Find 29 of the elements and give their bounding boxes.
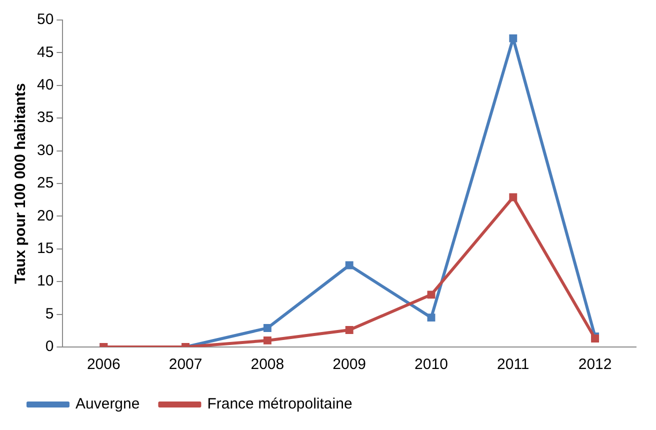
point [509, 193, 518, 202]
y-tick-label: 45 [36, 44, 54, 61]
y-tick-label: 0 [45, 338, 54, 356]
x-tick-label: 2012 [578, 356, 612, 374]
x-tick-label: 2008 [250, 356, 284, 374]
y-tick-label: 25 [36, 174, 54, 192]
y-tick-label: 20 [36, 207, 54, 224]
y-tick-label: 10 [36, 272, 54, 290]
point [263, 336, 272, 344]
point [345, 326, 354, 334]
point [345, 261, 354, 270]
y-tick-label: 15 [36, 240, 54, 258]
y-tick-label: 35 [36, 109, 54, 126]
point [263, 324, 272, 332]
x-tick-label: 2007 [168, 356, 202, 374]
y-tick-label: 5 [45, 305, 54, 322]
point [509, 34, 518, 42]
y-tick-label: 50 [36, 11, 54, 28]
x-tick-label: 2011 [497, 356, 530, 374]
legend-label: France métropolitaine [207, 396, 352, 413]
point [427, 314, 436, 322]
x-tick-label: 2006 [86, 356, 120, 374]
point [427, 290, 436, 299]
y-tick-label: 30 [36, 142, 54, 159]
x-tick-label: 2009 [332, 356, 366, 374]
y-tick-label: 40 [36, 76, 54, 94]
y-axis-title: Taux pour 100 000 habitants [12, 83, 30, 284]
x-tick-label: 2010 [414, 356, 448, 374]
legend-label: Auvergne [76, 396, 140, 413]
